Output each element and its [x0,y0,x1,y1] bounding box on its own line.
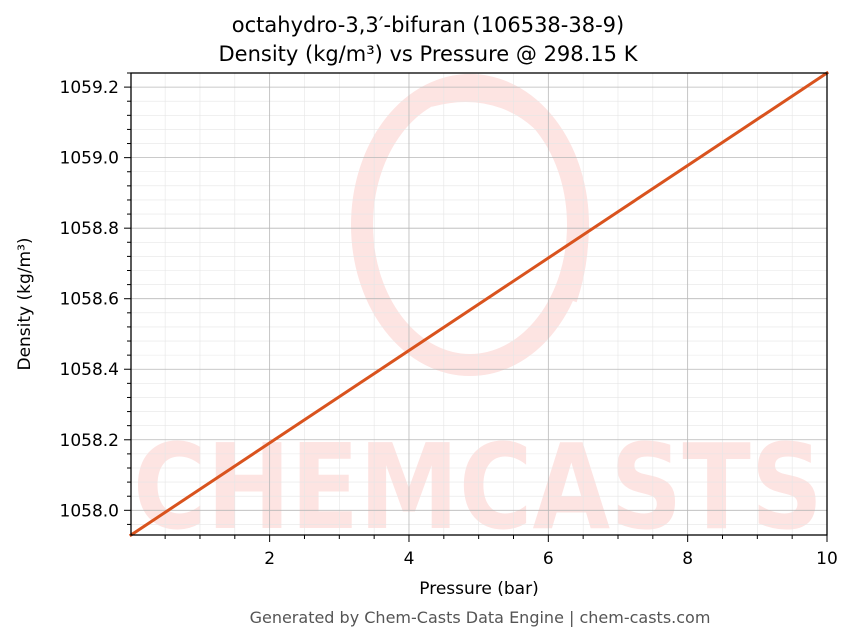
major-grid [131,73,828,535]
x-tick-label: 2 [264,549,275,569]
x-tick-label: 6 [543,549,554,569]
watermark-logo: CHEMCASTS [133,74,823,556]
chart-subtitle: Density (kg/m³) vs Pressure @ 298.15 K [218,42,638,66]
x-axis-label: Pressure (bar) [419,579,538,599]
watermark-text: CHEMCASTS [133,418,823,556]
y-tick-label: 1058.4 [60,360,119,380]
y-tick-label: 1059.0 [60,149,119,169]
y-axis-label: Density (kg/m³) [15,237,35,370]
x-axis-ticks: 2 4 6 8 10 [164,535,838,569]
x-tick-label: 8 [682,549,693,569]
y-tick-label: 1059.2 [60,78,119,98]
minor-grid [131,72,827,535]
y-tick-label: 1058.8 [60,219,119,239]
footer-credit: Generated by Chem-Casts Data Engine | ch… [249,608,711,627]
y-tick-label: 1058.6 [60,290,119,310]
y-axis-ticks: 1058.0 1058.2 1058.4 1058.6 1058.8 1059.0 1059… [60,72,131,525]
series-line [128,70,830,538]
x-tick-label: 10 [816,549,838,569]
y-tick-label: 1058.0 [60,501,119,521]
series-layer [128,70,830,538]
x-tick-label: 4 [404,549,415,569]
chart-title: octahydro-3,3′-bifuran (106538-38-9) [231,13,625,37]
y-tick-label: 1058.2 [60,431,119,451]
